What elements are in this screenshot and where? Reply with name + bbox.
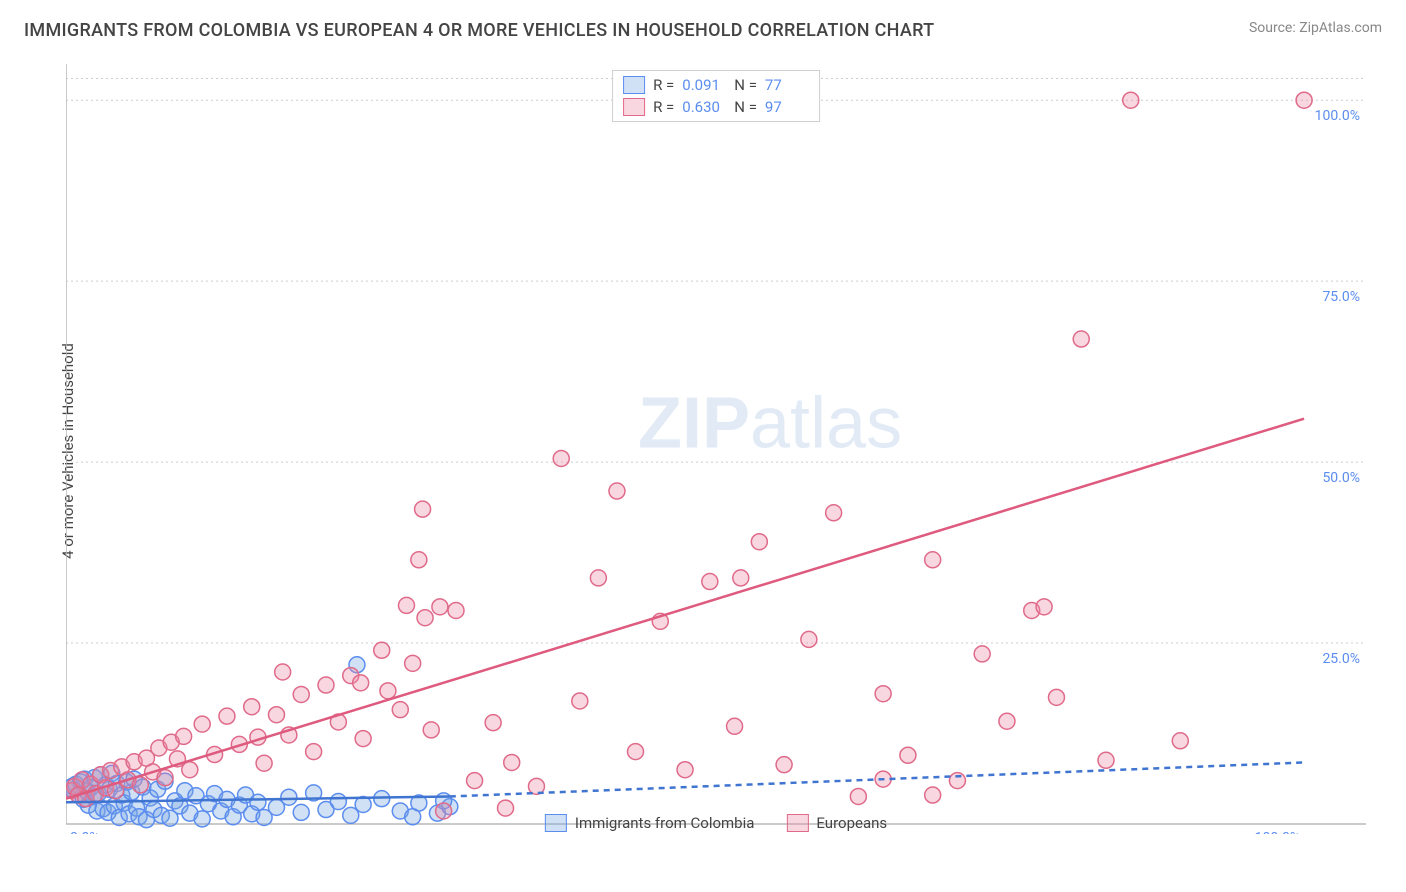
legend-n-label: N =: [734, 74, 757, 96]
legend-r-value: 0.630: [682, 96, 726, 118]
legend-n-value: 97: [765, 96, 809, 118]
header: IMMIGRANTS FROM COLOMBIA VS EUROPEAN 4 O…: [0, 0, 1406, 49]
legend-top-row: R = 0.630 N = 97: [623, 96, 809, 118]
plot-area: 25.0%50.0%75.0%100.0%0.0%100.0%ZIPatlas …: [66, 64, 1366, 834]
legend-n-value: 77: [765, 74, 809, 96]
legend-n-label: N =: [734, 96, 757, 118]
chart-title: IMMIGRANTS FROM COLOMBIA VS EUROPEAN 4 O…: [24, 20, 934, 41]
legend-top: R = 0.091 N = 77 R = 0.630 N = 97: [612, 70, 820, 122]
legend-swatch: [786, 814, 808, 832]
svg-text:50.0%: 50.0%: [1322, 470, 1360, 486]
svg-text:100.0%: 100.0%: [1255, 830, 1300, 834]
legend-r-label: R =: [653, 74, 674, 96]
svg-text:100.0%: 100.0%: [1315, 108, 1360, 124]
legend-r-value: 0.091: [682, 74, 726, 96]
legend-bottom-item: Immigrants from Colombia: [545, 814, 755, 832]
legend-swatch: [623, 76, 645, 94]
legend-label: Europeans: [816, 814, 887, 832]
scatter-plot: 25.0% 50.0% 75.0% 100.0% 0.0% 100.0% ZIPatlas: [66, 64, 1366, 834]
legend-swatch: [545, 814, 567, 832]
source-label: Source: ZipAtlas.com: [1249, 20, 1382, 36]
legend-bottom-item: Europeans: [786, 814, 887, 832]
svg-text:25.0%: 25.0%: [1322, 651, 1360, 667]
chart-wrap: 4 or more Vehicles in Household 25.0%50.…: [44, 56, 1374, 846]
legend-bottom: Immigrants from Colombia Europeans: [545, 814, 887, 832]
legend-label: Immigrants from Colombia: [575, 814, 755, 832]
legend-r-label: R =: [653, 96, 674, 118]
legend-swatch: [623, 98, 645, 116]
legend-top-row: R = 0.091 N = 77: [623, 74, 809, 96]
svg-text:ZIPatlas: ZIPatlas: [638, 384, 902, 464]
svg-text:0.0%: 0.0%: [70, 830, 100, 834]
svg-text:75.0%: 75.0%: [1322, 289, 1360, 305]
